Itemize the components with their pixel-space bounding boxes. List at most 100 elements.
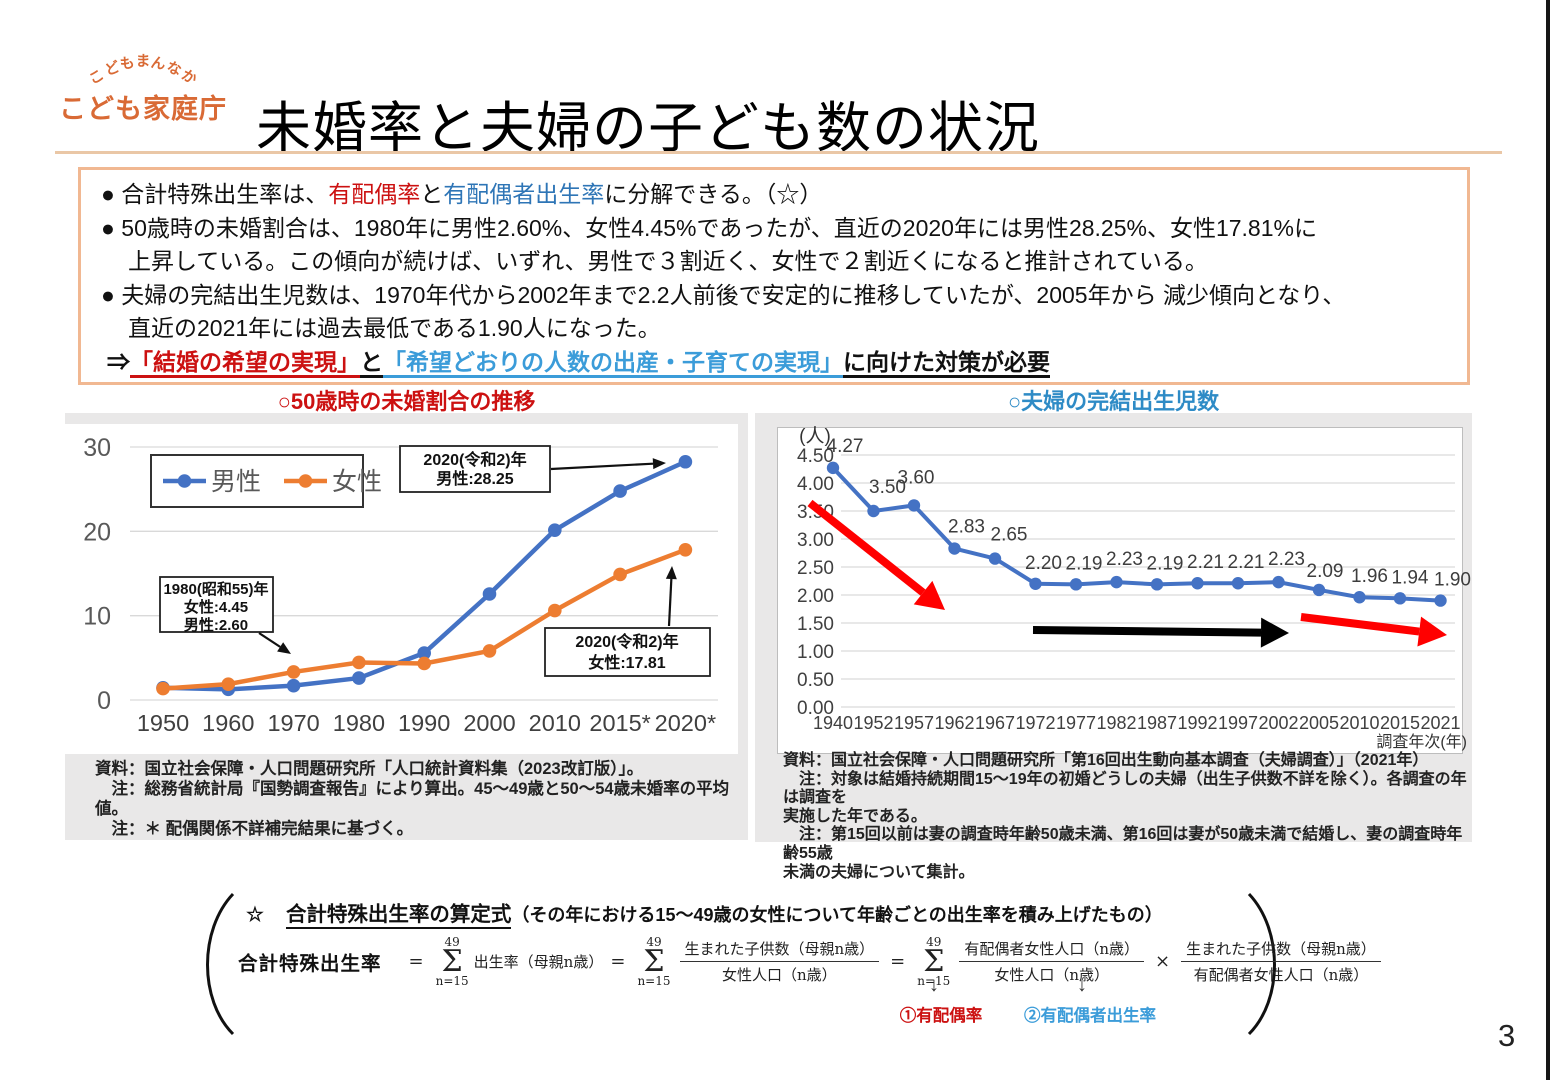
down-arrow-1: ↓ — [929, 974, 939, 996]
svg-text:20: 20 — [83, 518, 111, 546]
logo-arc-text: こ ど も ま ん な か — [86, 54, 200, 89]
svg-text:2.83: 2.83 — [948, 517, 985, 538]
svg-text:0.00: 0.00 — [797, 698, 834, 719]
logo-wordmark: こども家庭庁 — [59, 94, 227, 124]
svg-text:3.50: 3.50 — [869, 477, 906, 498]
svg-text:2.09: 2.09 — [1307, 561, 1344, 582]
left-source-notes: 資料：国立社会保障・人口問題研究所「人口統計資料集（2023改訂版）」。 注：総… — [95, 760, 730, 838]
svg-text:2015: 2015 — [1380, 713, 1420, 733]
svg-text:女性:4.45: 女性:4.45 — [184, 598, 248, 616]
formula-heading: ☆ 合計特殊出生率の算定式（その年における15～49歳の女性について年齢ごとの出… — [246, 897, 1163, 929]
svg-text:1957: 1957 — [894, 713, 934, 733]
label-haiguritsu: ①有配偶率 — [899, 1007, 983, 1025]
fraction-births-over-women: 生まれた子供数（母親n歳） 女性人口（n歳） — [679, 938, 880, 985]
completed-fertility-line-chart: 4.50 4.00 3.50 3.00 2.50 2.00 1.50 1.00 0.50 0.00… — [797, 425, 1471, 751]
svg-text:1970: 1970 — [267, 710, 319, 736]
svg-text:0.50: 0.50 — [797, 670, 834, 691]
svg-text:1.00: 1.00 — [797, 642, 834, 663]
svg-text:3.60: 3.60 — [898, 467, 935, 488]
svg-text:1950: 1950 — [137, 710, 189, 736]
unmarried-rate-figure: 0 10 20 30 1950 1960 1970 1980 1990 2000 2010 2015*… — [65, 413, 748, 840]
fraction-births-over-married-women: 生まれた子供数（母親n歳） 有配偶者女性人口（n歳） — [1181, 938, 1381, 985]
unmarried-rate-line-chart: 0 10 20 30 1950 1960 1970 1980 1990 2000 2010 2015*… — [83, 434, 718, 736]
slide-right-edge — [1546, 0, 1550, 1080]
svg-text:1962: 1962 — [934, 713, 974, 733]
svg-text:1.94: 1.94 — [1392, 567, 1429, 588]
svg-text:1992: 1992 — [1177, 713, 1217, 733]
svg-text:1997: 1997 — [1218, 713, 1258, 733]
svg-text:男性:28.25: 男性:28.25 — [436, 469, 513, 488]
svg-text:2005: 2005 — [1299, 713, 1339, 733]
svg-text:2000: 2000 — [463, 710, 515, 736]
label-yuhaigusha-shusseiritsu: ②有配偶者出生率 — [1024, 1007, 1156, 1025]
svg-text:1960: 1960 — [202, 710, 254, 736]
svg-text:1980(昭和55)年: 1980(昭和55)年 — [163, 580, 268, 598]
svg-text:2.19: 2.19 — [1147, 553, 1184, 574]
svg-text:0: 0 — [97, 687, 111, 715]
term-yuhaigusha-shusseiritsu: 有配偶者出生率 — [443, 181, 605, 207]
bullet-unmarried-rate-line2: 上昇している。この傾向が続けば、いずれ、男性で３割近く、女性で２割近くになると推… — [128, 248, 1208, 274]
svg-text:1972: 1972 — [1015, 713, 1055, 733]
svg-text:2015*: 2015* — [589, 710, 650, 736]
conclusion-line: ⇒「結婚の希望の実現」と「希望どおりの人数の出産・子育ての実現」に向けた対策が必… — [107, 348, 1050, 375]
svg-text:1.96: 1.96 — [1351, 566, 1388, 587]
bullet-unmarried-rate-line1: ● 50歳時の未婚割合は、1980年に男性2.60%、女性4.45%であったが、… — [101, 214, 1317, 241]
svg-text:2020(令和2)年: 2020(令和2)年 — [575, 632, 678, 651]
svg-text:男性: 男性 — [211, 468, 261, 496]
svg-text:2020*: 2020* — [655, 710, 716, 736]
svg-text:10: 10 — [83, 603, 111, 631]
right-plot-area — [777, 427, 1463, 754]
svg-text:4.50: 4.50 — [797, 446, 834, 467]
svg-text:2020(令和2)年: 2020(令和2)年 — [423, 450, 526, 469]
summary-box: ● 合計特殊出生率は、有配偶率と有配偶者出生率に分解できる。（☆） ● 50歳時… — [78, 167, 1470, 385]
svg-text:調査年次(年): 調査年次(年) — [1376, 733, 1467, 751]
header-divider — [55, 151, 1502, 154]
svg-text:2.50: 2.50 — [797, 558, 834, 579]
rightwards-arrow: ⇒ — [107, 348, 130, 375]
svg-text:女性:17.81: 女性:17.81 — [588, 653, 665, 672]
right-chart-title: ○夫婦の完結出生児数 — [1007, 389, 1220, 414]
bullet-completed-fertility-line2: 直近の2021年には過去最低である1.90人になった。 — [128, 315, 661, 341]
svg-text:1990: 1990 — [398, 710, 450, 736]
star-icon: ☆ — [246, 904, 264, 926]
svg-text:2021: 2021 — [1420, 713, 1460, 733]
svg-text:2.23: 2.23 — [1268, 549, 1305, 570]
term-haiguritsu: 有配偶率 — [328, 181, 421, 207]
right-source-notes: 資料：国立社会保障・人口問題研究所「第16回出生動向基本調査（夫婦調査）」（20… — [783, 752, 1467, 881]
svg-text:2010: 2010 — [1339, 713, 1379, 733]
svg-text:1967: 1967 — [975, 713, 1015, 733]
svg-text:2.20: 2.20 — [1025, 553, 1062, 574]
svg-text:男性:2.60: 男性:2.60 — [184, 616, 248, 634]
svg-text:1.90: 1.90 — [1434, 570, 1471, 591]
page-title: 未婚率と夫婦の子ども数の状況 — [256, 96, 1041, 159]
page-number: 3 — [1498, 1018, 1516, 1053]
svg-text:(人): (人) — [799, 425, 831, 447]
kodomo-katei-cho-logo: こ ど も ま ん な か こども家庭庁 — [50, 50, 236, 146]
svg-text:3.00: 3.00 — [797, 530, 834, 551]
svg-text:2.00: 2.00 — [797, 586, 834, 607]
bullet-completed-fertility-line1: ● 夫婦の完結出生児数は、1970年代から2002年まで2.2人前後で安定的に推… — [101, 281, 1346, 308]
svg-text:2010: 2010 — [529, 710, 581, 736]
svg-text:女性: 女性 — [332, 468, 382, 496]
left-chart-title: ○50歳時の未婚割合の推移 — [277, 389, 536, 414]
svg-text:1982: 1982 — [1096, 713, 1136, 733]
svg-text:1977: 1977 — [1056, 713, 1096, 733]
svg-text:2.21: 2.21 — [1228, 552, 1265, 573]
svg-text:4.00: 4.00 — [797, 474, 834, 495]
fraction-married-women-over-women: 有配偶者女性人口（n歳） 女性人口（n歳） — [959, 938, 1144, 985]
svg-text:1980: 1980 — [333, 710, 385, 736]
svg-text:1987: 1987 — [1137, 713, 1177, 733]
svg-text:1952: 1952 — [853, 713, 893, 733]
svg-text:2.65: 2.65 — [991, 525, 1028, 546]
svg-text:30: 30 — [83, 434, 111, 462]
svg-text:1940: 1940 — [813, 713, 853, 733]
svg-text:1.50: 1.50 — [797, 614, 834, 635]
svg-text:2.21: 2.21 — [1187, 552, 1224, 573]
bullet-tfr-decomposition: ● 合計特殊出生率は、有配偶率と有配偶者出生率に分解できる。（☆） — [101, 181, 823, 207]
svg-text:2.19: 2.19 — [1066, 553, 1103, 574]
